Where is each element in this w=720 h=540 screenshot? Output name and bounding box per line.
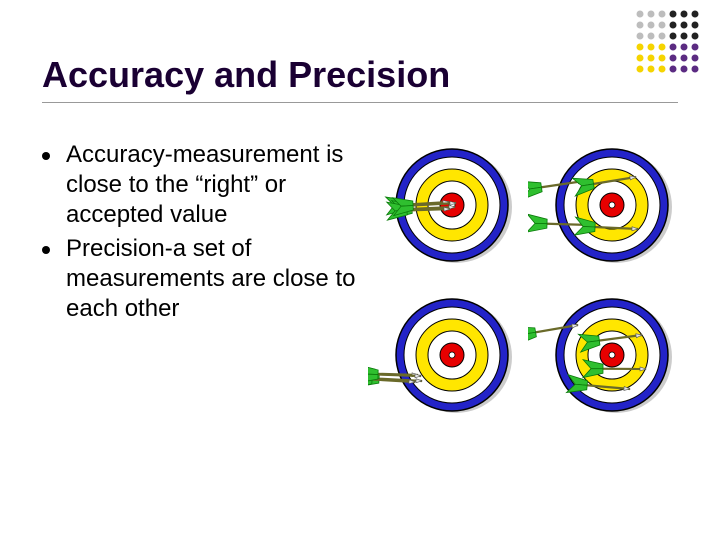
target-not-accurate-precise xyxy=(368,290,518,420)
target-not-accurate-not-precise xyxy=(528,290,678,420)
target-accurate-not-precise xyxy=(528,140,678,270)
bullet-icon xyxy=(42,246,50,254)
content-area: Accuracy-measurement is close to the “ri… xyxy=(42,140,678,420)
slide-title: Accuracy and Precision xyxy=(42,54,678,103)
targets-grid xyxy=(368,140,678,420)
bullet-text: Accuracy-measurement is close to the “ri… xyxy=(66,140,356,230)
bullet-icon xyxy=(42,152,50,160)
list-item: Accuracy-measurement is close to the “ri… xyxy=(42,140,356,230)
list-item: Precision-a set of measurements are clos… xyxy=(42,234,356,324)
bullet-list: Accuracy-measurement is close to the “ri… xyxy=(42,140,356,420)
title-area: Accuracy and Precision xyxy=(42,54,678,103)
target-accurate-precise xyxy=(368,140,518,270)
bullet-text: Precision-a set of measurements are clos… xyxy=(66,234,356,324)
